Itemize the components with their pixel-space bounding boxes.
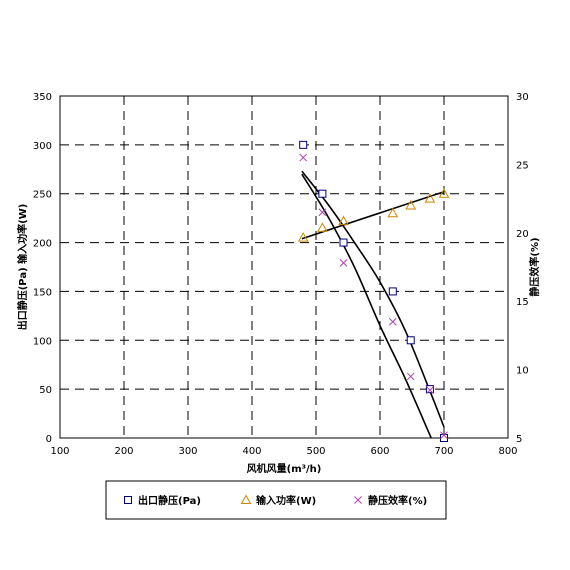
plot-frame — [59, 95, 509, 439]
data-point-series-2 — [338, 215, 349, 226]
data-point-series-3 — [406, 372, 415, 381]
y-left-tick-label: 300 — [33, 141, 52, 152]
x-tick-label: 500 — [306, 446, 325, 457]
data-point-series-3 — [440, 431, 448, 440]
data-point-series-2 — [317, 222, 328, 232]
data-point-series-1 — [318, 189, 327, 198]
legend-box — [105, 480, 447, 520]
tick-labels: 100 200 300 400 500 600 700 800 0 50 100 150 200 250 3… — [33, 92, 529, 457]
fit-curve-3 — [301, 170, 445, 428]
y-right-tick-label: 10 — [516, 366, 529, 377]
legend-label-1: 出口静压(Pa) — [138, 494, 201, 507]
y-left-tick-label: 250 — [33, 190, 52, 201]
data-point-series-2 — [297, 232, 309, 242]
legend-label-2: 输入功率(W) — [256, 494, 316, 507]
data-point-series-2 — [438, 188, 450, 198]
legend-items: 出口静压(Pa) 输入功率(W) 静压效率(%) — [124, 494, 427, 507]
data-markers — [297, 140, 450, 442]
y-left-tick-label: 50 — [39, 385, 52, 396]
data-point-series-3 — [426, 386, 434, 394]
data-point-series-1 — [339, 238, 348, 247]
data-point-series-1 — [440, 434, 448, 442]
data-point-series-1 — [388, 287, 397, 296]
data-point-series-3 — [388, 317, 397, 326]
data-point-series-3 — [299, 153, 308, 162]
y-left-tick-label: 0 — [46, 434, 52, 445]
y-right-tick-label: 25 — [516, 160, 529, 171]
y-left-tick-label: 100 — [33, 336, 52, 347]
x-tick-label: 400 — [242, 446, 261, 457]
x-tick-label: 800 — [498, 446, 517, 457]
data-point-series-2 — [387, 207, 399, 218]
data-point-series-1 — [299, 140, 308, 149]
y-left-tick-label: 200 — [33, 239, 52, 250]
fit-curve-2 — [301, 191, 445, 240]
x-tick-label: 200 — [114, 446, 133, 457]
x-axis-label: 风机风量(m³/h) — [247, 462, 322, 475]
legend-label-3: 静压效率(%) — [368, 494, 427, 507]
data-point-series-1 — [406, 336, 415, 345]
fit-curves — [301, 170, 445, 439]
y-left-tick-label: 350 — [33, 92, 52, 103]
y-axis-right-label: 静压效率(%) — [528, 237, 541, 296]
y-right-tick-label: 5 — [516, 434, 522, 445]
x-tick-label: 300 — [178, 446, 197, 457]
y-right-tick-label: 20 — [516, 229, 529, 240]
y-right-tick-label: 30 — [516, 92, 529, 103]
x-tick-label: 100 — [50, 446, 69, 457]
legend-marker-2 — [240, 494, 252, 504]
x-tick-label: 700 — [434, 446, 453, 457]
data-point-series-3 — [339, 259, 348, 267]
data-point-series-3 — [318, 208, 327, 217]
y-right-tick-label: 15 — [516, 297, 529, 308]
legend-marker-3 — [354, 496, 362, 504]
fit-curve-1 — [301, 173, 432, 439]
data-point-series-1 — [425, 385, 434, 394]
data-point-series-2 — [424, 193, 436, 203]
x-tick-label: 600 — [370, 446, 389, 457]
y-axis-left-label: 出口静压(Pa) 输入功率(W) — [16, 204, 29, 331]
grid — [60, 96, 508, 438]
y-left-tick-label: 150 — [33, 287, 52, 298]
legend-marker-1 — [124, 496, 132, 504]
legend: 出口静压(Pa) 输入功率(W) 静压效率(%) — [105, 480, 447, 520]
data-point-series-2 — [405, 199, 417, 210]
